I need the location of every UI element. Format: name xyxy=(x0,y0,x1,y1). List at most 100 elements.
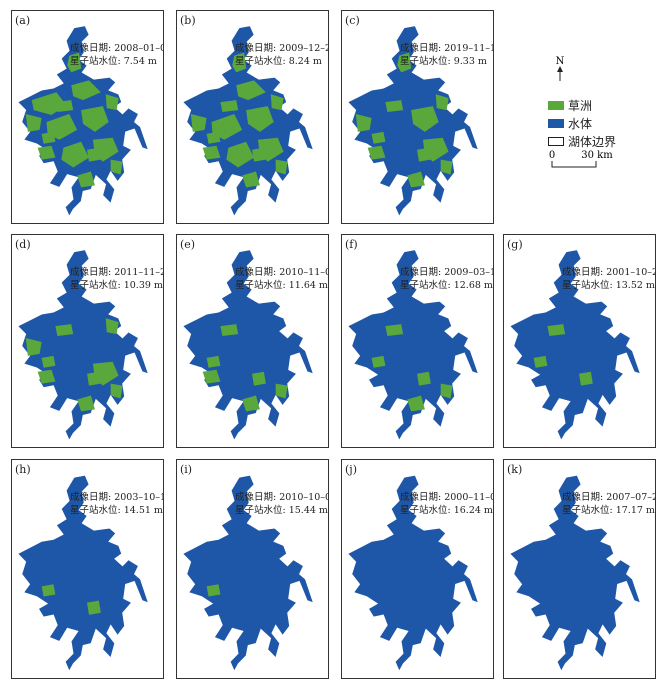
grass-patch xyxy=(87,147,101,162)
grass-patch xyxy=(41,355,56,368)
grass-patch xyxy=(367,145,386,160)
grass-patch xyxy=(252,371,266,386)
legend-item-water: 水体 xyxy=(548,115,592,132)
panel-info: 成像日期: 2008–01–01 星子站水位: 7.54 m xyxy=(70,42,163,68)
lake-map xyxy=(509,249,641,441)
panel-info: 成像日期: 2001–10–20 星子站水位: 13.52 m xyxy=(562,266,656,292)
lake-map xyxy=(182,474,314,672)
grass-patch xyxy=(202,145,221,160)
grass-patch xyxy=(87,600,101,615)
water-level: 星子站水位: 10.39 m xyxy=(70,280,163,291)
north-arrow-icon: N xyxy=(556,56,565,81)
water-level: 星子站水位: 14.51 m xyxy=(70,505,163,516)
panel-info: 成像日期: 2007–07–25 星子站水位: 17.17 m xyxy=(562,491,655,517)
grass-patch xyxy=(77,395,95,412)
grass-patch xyxy=(41,131,56,144)
grass-patch xyxy=(579,371,593,386)
grass-patch xyxy=(25,114,42,132)
panel-label: (a) xyxy=(15,14,31,27)
legend-boundary-label: 湖体边界 xyxy=(568,135,617,149)
map-panel: (b) 成像日期: 2009–12–21 星子站水位: 8.24 m xyxy=(176,10,329,224)
grass-patch xyxy=(355,114,372,132)
legend-water-label: 水体 xyxy=(568,117,593,131)
grass-patch xyxy=(61,141,89,168)
grass-patch xyxy=(226,141,254,168)
grass-patch xyxy=(242,171,260,188)
panel-label: (f) xyxy=(345,238,358,251)
panel-info: 成像日期: 2010–11–06 星子站水位: 11.64 m xyxy=(235,266,329,292)
imaging-date: 成像日期: 2003–10–18 xyxy=(70,492,164,503)
grass-patch xyxy=(206,131,221,144)
water-level: 星子站水位: 8.24 m xyxy=(235,56,322,67)
map-panel: (h) 成像日期: 2003–10–18 星子站水位: 14.51 m xyxy=(11,459,164,679)
lake-water xyxy=(347,474,479,672)
map-panel: (j) 成像日期: 2000–11–02 星子站水位: 16.24 m xyxy=(341,459,494,679)
grass-patch xyxy=(417,147,431,162)
water-level: 星子站水位: 13.52 m xyxy=(562,280,655,291)
lake-map xyxy=(182,25,314,217)
panel-info: 成像日期: 2010–10–05 星子站水位: 15.44 m xyxy=(235,491,328,517)
grass-patch xyxy=(440,159,453,175)
panel-info: 成像日期: 2000–11–02 星子站水位: 16.24 m xyxy=(400,491,494,517)
map-panel: (g) 成像日期: 2001–10–20 星子站水位: 13.52 m xyxy=(503,234,656,448)
panel-label: (b) xyxy=(180,14,196,27)
boundary-swatch xyxy=(548,137,564,146)
water-level: 星子站水位: 9.33 m xyxy=(400,56,487,67)
lake-map xyxy=(17,474,149,672)
grass-patch xyxy=(275,383,288,399)
panel-label: (d) xyxy=(15,238,31,251)
panel-label: (c) xyxy=(345,14,360,27)
legend-item-grass: 草洲 xyxy=(548,97,592,114)
panel-label: (j) xyxy=(345,463,357,476)
map-panel: (f) 成像日期: 2009–03–16 星子站水位: 12.68 m xyxy=(341,234,494,448)
panel-label: (h) xyxy=(15,463,31,476)
map-panel: (e) 成像日期: 2010–11–06 星子站水位: 11.64 m xyxy=(176,234,329,448)
grass-patch xyxy=(440,383,453,399)
grass-patch xyxy=(67,52,82,73)
scale-bar: 0 30 km xyxy=(549,150,613,168)
panel-label: (k) xyxy=(507,463,523,476)
lake-water xyxy=(509,474,641,672)
grass-patch xyxy=(211,114,243,140)
imaging-date: 成像日期: 2001–10–20 xyxy=(562,267,656,278)
water-level: 星子站水位: 17.17 m xyxy=(562,505,655,516)
grass-patch xyxy=(385,324,404,337)
grass-patch xyxy=(190,114,207,132)
imaging-date: 成像日期: 2000–11–02 xyxy=(400,492,494,503)
map-panel: (k) 成像日期: 2007–07–25 星子站水位: 17.17 m xyxy=(503,459,656,679)
imaging-date: 成像日期: 2010–11–06 xyxy=(235,267,329,278)
water-level: 星子站水位: 12.68 m xyxy=(400,280,493,291)
water-level: 星子站水位: 15.44 m xyxy=(235,505,328,516)
panel-info: 成像日期: 2011–11–25 星子站水位: 10.39 m xyxy=(70,266,164,292)
grass-patch xyxy=(71,80,101,101)
grass-patch xyxy=(232,52,247,73)
map-panel: (i) 成像日期: 2010–10–05 星子站水位: 15.44 m xyxy=(176,459,329,679)
grass-swatch xyxy=(548,101,564,110)
map-panel: (c) 成像日期: 2019–11–15 星子站水位: 9.33 m xyxy=(341,10,494,224)
grass-patch xyxy=(547,324,566,337)
panel-info: 成像日期: 2009–12–21 星子站水位: 8.24 m xyxy=(235,42,329,68)
lake-water xyxy=(182,474,314,672)
grass-patch xyxy=(55,324,74,337)
grass-patch xyxy=(110,159,123,175)
water-level: 星子站水位: 7.54 m xyxy=(70,56,157,67)
imaging-date: 成像日期: 2009–12–21 xyxy=(235,43,329,54)
grass-patch xyxy=(242,395,260,412)
grass-patch xyxy=(407,395,425,412)
grass-patch xyxy=(252,147,266,162)
grass-patch xyxy=(236,80,266,101)
lake-map xyxy=(17,25,149,217)
grass-patch xyxy=(41,584,56,597)
grass-patch xyxy=(533,355,548,368)
grass-patch xyxy=(55,100,74,113)
grass-patch xyxy=(417,371,431,386)
imaging-date: 成像日期: 2019–11–15 xyxy=(400,43,494,54)
grass-patch xyxy=(46,114,78,140)
lake-map xyxy=(17,249,149,441)
imaging-date: 成像日期: 2011–11–25 xyxy=(70,267,164,278)
grass-patch xyxy=(407,171,425,188)
water-swatch xyxy=(548,119,564,128)
lake-map xyxy=(347,249,479,441)
grass-patch xyxy=(37,145,56,160)
grass-patch xyxy=(411,106,439,132)
